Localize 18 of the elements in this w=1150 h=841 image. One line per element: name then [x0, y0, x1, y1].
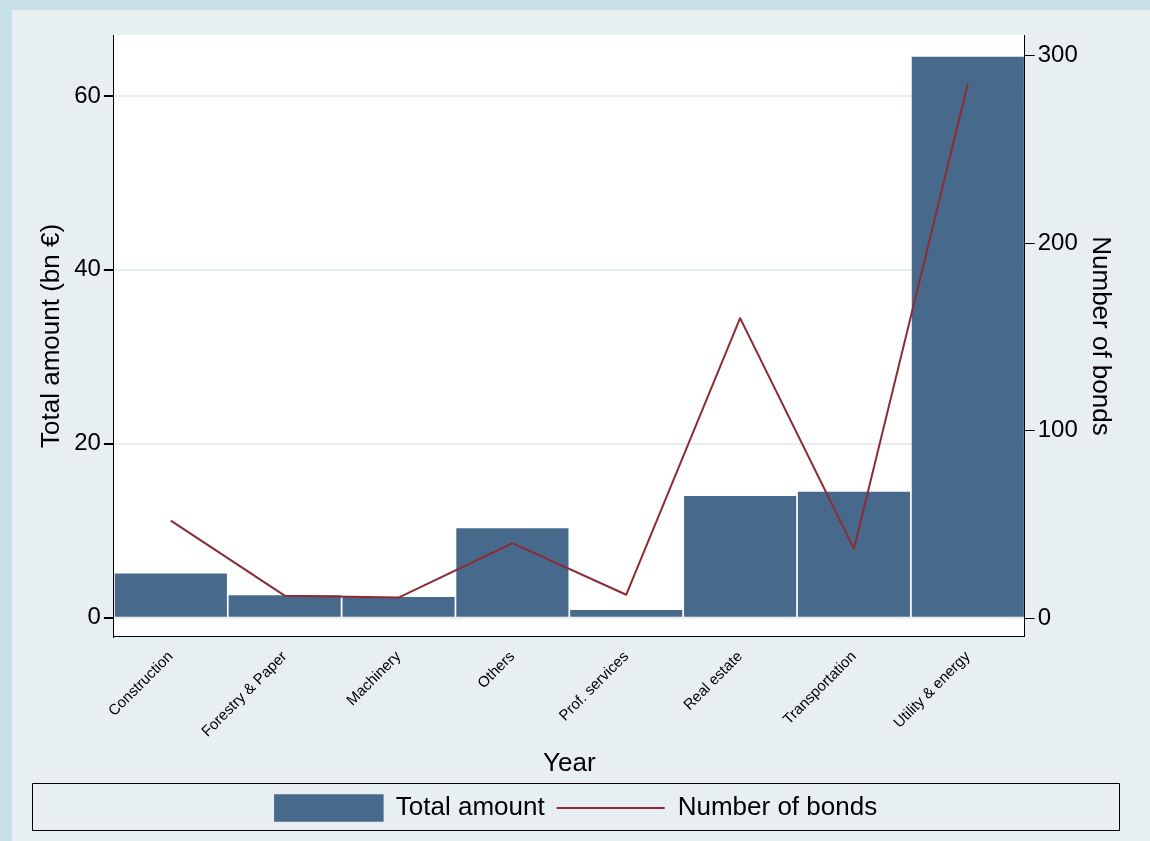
legend-label: Total amount	[395, 791, 546, 822]
bar	[570, 609, 683, 617]
y2-tick-label: 300	[1037, 40, 1078, 68]
legend-label: Number of bonds	[677, 791, 878, 822]
y-tick-label: 60	[74, 80, 101, 108]
bar	[911, 56, 1024, 617]
bar	[114, 573, 227, 617]
y2-tick-label: 200	[1037, 227, 1078, 255]
y-axis-title: Total amount (bn €)	[34, 223, 65, 448]
bar	[797, 491, 911, 617]
x-axis-title: Year	[543, 746, 596, 777]
bar	[684, 496, 797, 617]
y2-tick-label: 0	[1037, 602, 1052, 630]
y-tick-label: 0	[87, 602, 101, 630]
y2-tick-label: 100	[1037, 415, 1078, 443]
y-tick-label: 40	[74, 254, 101, 282]
y2-axis-title: Number of bonds	[1087, 236, 1118, 436]
y-tick-label: 20	[74, 428, 101, 456]
